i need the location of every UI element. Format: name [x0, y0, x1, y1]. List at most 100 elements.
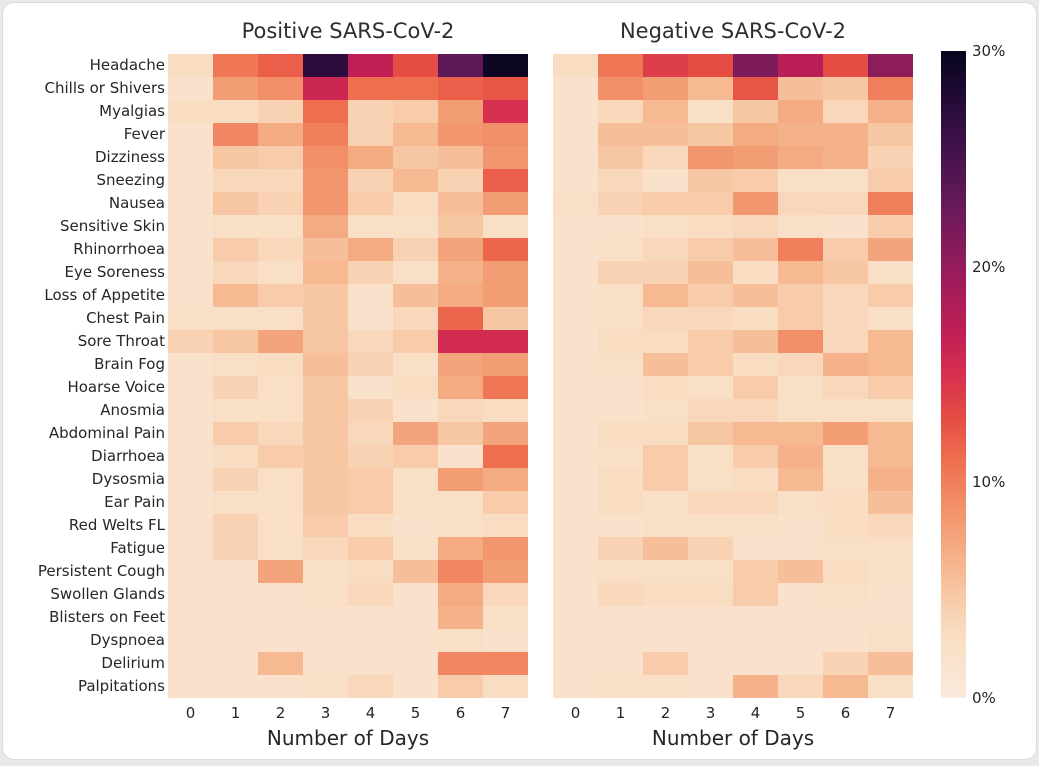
- heatmap-cell: [553, 353, 598, 376]
- heatmap-cell: [258, 537, 303, 560]
- heatmap-cell: [868, 583, 913, 606]
- heatmap-cell: [258, 215, 303, 238]
- heatmap-cell: [213, 537, 258, 560]
- row-label-brain-fog: Brain Fog: [94, 355, 165, 373]
- heatmap-cell: [643, 468, 688, 491]
- heatmap-cell: [213, 629, 258, 652]
- heatmap-cell: [393, 491, 438, 514]
- heatmap-cell: [868, 330, 913, 353]
- heatmap-cell: [823, 261, 868, 284]
- heatmap-cell: [438, 123, 483, 146]
- heatmap-cell: [168, 215, 213, 238]
- heatmap-cell: [168, 583, 213, 606]
- heatmap-cell: [823, 284, 868, 307]
- heatmap-cell: [778, 468, 823, 491]
- heatmap-cell: [348, 422, 393, 445]
- heatmap-cell: [553, 514, 598, 537]
- heatmap-cell: [868, 100, 913, 123]
- heatmap-cell: [393, 123, 438, 146]
- x-tick-label: 2: [660, 704, 671, 722]
- heatmap-cell: [258, 445, 303, 468]
- heatmap-cell: [258, 675, 303, 698]
- heatmap-cell: [643, 100, 688, 123]
- heatmap-cell: [393, 560, 438, 583]
- heatmap-cell: [348, 215, 393, 238]
- heatmap-cell: [868, 307, 913, 330]
- heatmap-cell: [393, 468, 438, 491]
- heatmap-cell: [213, 192, 258, 215]
- heatmap-cell: [303, 215, 348, 238]
- heatmap-cell: [598, 123, 643, 146]
- x-tick-label: 3: [705, 704, 716, 722]
- heatmap-cell: [688, 54, 733, 77]
- heatmap-cell: [598, 537, 643, 560]
- heatmap-cell: [598, 422, 643, 445]
- x-tick-label: 4: [365, 704, 376, 722]
- heatmap-cell: [688, 629, 733, 652]
- heatmap-cell: [868, 445, 913, 468]
- heatmap-cell: [213, 100, 258, 123]
- heatmap-cell: [483, 376, 528, 399]
- heatmap-cell: [483, 238, 528, 261]
- heatmap-cell: [643, 192, 688, 215]
- heatmap-cell: [258, 491, 303, 514]
- heatmap-cell: [393, 652, 438, 675]
- heatmap-cell: [733, 261, 778, 284]
- heatmap-cell: [733, 514, 778, 537]
- heatmap-cell: [733, 652, 778, 675]
- heatmap-cell: [598, 77, 643, 100]
- heatmap-cell: [733, 583, 778, 606]
- heatmap-cell: [778, 54, 823, 77]
- heatmap-cell: [778, 675, 823, 698]
- heatmap-cell: [868, 353, 913, 376]
- heatmap-cell: [688, 261, 733, 284]
- heatmap-cell: [598, 215, 643, 238]
- heatmap-cell: [258, 146, 303, 169]
- heatmap-cell: [823, 77, 868, 100]
- heatmap-cell: [168, 445, 213, 468]
- heatmap-cell: [258, 169, 303, 192]
- heatmap-cell: [688, 77, 733, 100]
- heatmap-cell: [733, 54, 778, 77]
- heatmap-cell: [733, 491, 778, 514]
- heatmap-cell: [348, 284, 393, 307]
- row-label-blisters-on-feet: Blisters on Feet: [49, 608, 165, 626]
- heatmap-cell: [643, 376, 688, 399]
- heatmap-cell: [778, 100, 823, 123]
- heatmap-cell: [168, 330, 213, 353]
- heatmap-cell: [778, 169, 823, 192]
- heatmap-cell: [303, 537, 348, 560]
- heatmap-cell: [438, 445, 483, 468]
- heatmap-cell: [213, 560, 258, 583]
- x-tick-label: 4: [750, 704, 761, 722]
- heatmap-cell: [258, 468, 303, 491]
- heatmap-cell: [598, 330, 643, 353]
- heatmap-cell: [438, 583, 483, 606]
- heatmap-cell: [168, 606, 213, 629]
- heatmap-cell: [303, 606, 348, 629]
- heatmap-cell: [778, 123, 823, 146]
- heatmap-cell: [598, 376, 643, 399]
- x-tick-label: 5: [795, 704, 806, 722]
- heatmap-cell: [823, 54, 868, 77]
- heatmap-cell: [213, 77, 258, 100]
- heatmap-cell: [483, 169, 528, 192]
- heatmap-cell: [778, 629, 823, 652]
- heatmap-cell: [733, 606, 778, 629]
- heatmap-cell: [688, 583, 733, 606]
- heatmap-cell: [438, 330, 483, 353]
- heatmap-cell: [778, 560, 823, 583]
- heatmap-cell: [438, 468, 483, 491]
- heatmap-cell: [868, 560, 913, 583]
- heatmap-cell: [438, 77, 483, 100]
- heatmap-cell: [778, 238, 823, 261]
- heatmap-cell: [168, 54, 213, 77]
- heatmap-cell: [393, 445, 438, 468]
- heatmap-cell: [168, 560, 213, 583]
- heatmap-cell: [348, 353, 393, 376]
- heatmap-cell: [348, 399, 393, 422]
- heatmap-cell: [868, 238, 913, 261]
- heatmap-cell: [303, 422, 348, 445]
- heatmap-cell: [348, 330, 393, 353]
- heatmap-cell: [643, 330, 688, 353]
